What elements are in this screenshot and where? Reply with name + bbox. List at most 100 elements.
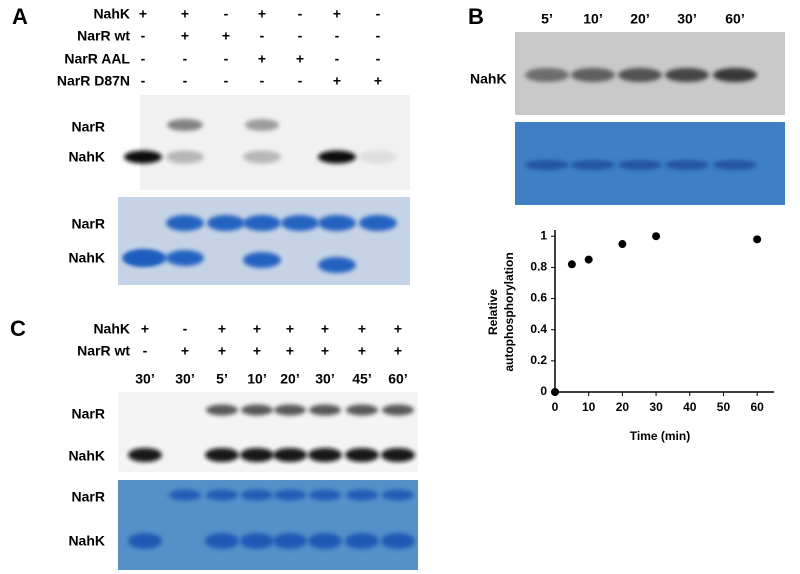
gel-band xyxy=(241,404,273,416)
sign: - xyxy=(183,73,188,89)
sign: + xyxy=(222,28,230,44)
x-axis-title: Time (min) xyxy=(630,429,690,443)
y-tick-label: 0.6 xyxy=(530,291,547,305)
sign: + xyxy=(394,321,402,337)
sign: - xyxy=(260,73,265,89)
gel-band xyxy=(309,489,341,501)
gel-band xyxy=(243,150,281,164)
x-tick-label: 60 xyxy=(750,400,764,414)
time-label: 30’ xyxy=(315,371,334,387)
time-label: 5’ xyxy=(541,11,553,27)
time-label: 30’ xyxy=(677,11,696,27)
sign: - xyxy=(298,73,303,89)
gel-label: NarR xyxy=(72,489,105,505)
gel-band xyxy=(243,215,281,231)
gel-label: NahK xyxy=(68,533,105,549)
gel-band xyxy=(308,448,342,462)
sign: + xyxy=(358,343,366,359)
panel-letter: A xyxy=(12,4,28,29)
sign: + xyxy=(139,6,147,22)
gel-band xyxy=(207,215,245,231)
panel-letter: C xyxy=(10,316,26,341)
sign: - xyxy=(335,28,340,44)
sign: + xyxy=(374,73,382,89)
y-tick-label: 0.8 xyxy=(530,260,547,274)
coomassie-gel-a xyxy=(118,197,410,285)
row-label: NarR D87N xyxy=(57,73,130,89)
gel-band xyxy=(167,119,203,131)
gel-band xyxy=(345,533,379,549)
data-point xyxy=(652,232,661,241)
gel-band xyxy=(346,489,378,501)
gel-band xyxy=(359,150,397,164)
sign: + xyxy=(321,321,329,337)
time-label: 10’ xyxy=(247,371,266,387)
row-label: NarR wt xyxy=(77,28,130,44)
gel-band xyxy=(571,160,615,170)
gel-label: NahK xyxy=(68,149,105,165)
gel-band xyxy=(381,448,415,462)
sign: + xyxy=(253,321,261,337)
gel-band xyxy=(205,448,239,462)
sign: - xyxy=(141,73,146,89)
sign: - xyxy=(224,51,229,67)
gel-band xyxy=(243,252,281,268)
gel-band xyxy=(381,533,415,549)
sign: + xyxy=(181,343,189,359)
gel-band xyxy=(525,68,569,82)
row-label: NahK xyxy=(93,321,130,337)
gel-band xyxy=(166,250,204,266)
sign: + xyxy=(253,343,261,359)
gel-band xyxy=(309,404,341,416)
x-tick-label: 50 xyxy=(717,400,731,414)
gel-band xyxy=(618,68,662,82)
gel-label: NarR xyxy=(72,119,105,135)
y-tick-label: 0.2 xyxy=(530,353,547,367)
sign: - xyxy=(376,28,381,44)
gel-band xyxy=(382,404,414,416)
sign: - xyxy=(335,51,340,67)
gel-band xyxy=(206,489,238,501)
gel-band xyxy=(713,160,757,170)
time-label: 45’ xyxy=(352,371,371,387)
sign: - xyxy=(141,28,146,44)
gel-label: NahK xyxy=(470,71,507,87)
data-point xyxy=(567,260,576,269)
gel-band xyxy=(273,448,307,462)
data-point xyxy=(753,235,762,244)
sign: + xyxy=(181,6,189,22)
gel-band xyxy=(240,533,274,549)
time-label: 20’ xyxy=(280,371,299,387)
y-tick-label: 0 xyxy=(540,384,547,398)
sign: - xyxy=(298,6,303,22)
sign: + xyxy=(394,343,402,359)
sign: + xyxy=(358,321,366,337)
sign: - xyxy=(141,51,146,67)
gel-band xyxy=(382,489,414,501)
gel-band xyxy=(241,489,273,501)
sign: + xyxy=(181,28,189,44)
gel-band xyxy=(166,215,204,231)
data-point xyxy=(584,255,593,264)
sign: - xyxy=(260,28,265,44)
x-tick-label: 20 xyxy=(616,400,630,414)
gel-band xyxy=(124,150,162,164)
time-label: 60’ xyxy=(388,371,407,387)
y-tick-label: 0.4 xyxy=(530,322,547,336)
gel-label: NarR xyxy=(72,216,105,232)
gel-band xyxy=(359,215,397,231)
x-tick-label: 40 xyxy=(683,400,697,414)
data-point xyxy=(551,388,559,396)
gel-label: NarR xyxy=(72,406,105,422)
gel-band xyxy=(274,489,306,501)
x-tick-label: 30 xyxy=(649,400,663,414)
gel-band xyxy=(618,160,662,170)
gel-band xyxy=(665,68,709,82)
sign: - xyxy=(183,321,188,337)
gel-band xyxy=(571,68,615,82)
time-label: 30’ xyxy=(175,371,194,387)
time-label: 20’ xyxy=(630,11,649,27)
gel-band xyxy=(274,404,306,416)
gel-band xyxy=(169,489,201,501)
